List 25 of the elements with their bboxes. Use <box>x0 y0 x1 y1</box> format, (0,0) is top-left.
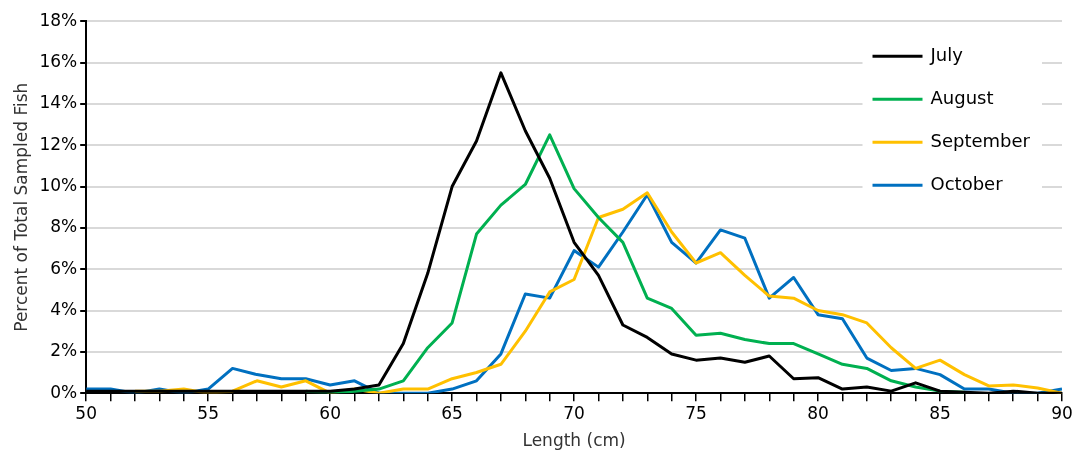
x-tick-label: 75 <box>685 402 707 423</box>
x-axis-title: Length (cm) <box>522 430 626 451</box>
x-tick-label: 60 <box>319 402 341 423</box>
x-tick-label: 65 <box>441 402 463 423</box>
y-tick-label: 18% <box>39 9 78 30</box>
y-tick-label: 8% <box>50 216 78 237</box>
y-axis-title: Percent of Total Sampled Fish <box>10 82 31 332</box>
legend-label: October <box>930 172 1004 194</box>
y-tick-label: 10% <box>39 174 78 195</box>
y-tick-label: 0% <box>50 381 78 402</box>
x-tick-label: 90 <box>1051 402 1073 423</box>
x-tick-label: 85 <box>929 402 951 423</box>
legend-label: August <box>930 86 994 108</box>
y-tick-label: 2% <box>50 340 78 361</box>
y-tick-label: 6% <box>50 257 78 278</box>
legend-label: July <box>929 43 964 65</box>
y-tick-label: 12% <box>39 133 78 154</box>
y-tick-label: 4% <box>50 298 78 319</box>
y-tick-label: 14% <box>39 92 78 113</box>
x-tick-label: 55 <box>197 402 219 423</box>
x-tick-label: 70 <box>563 402 585 423</box>
legend-label: September <box>930 129 1031 151</box>
y-tick-label: 16% <box>39 50 78 71</box>
x-tick-label: 80 <box>807 402 829 423</box>
x-tick-label: 50 <box>75 402 98 423</box>
